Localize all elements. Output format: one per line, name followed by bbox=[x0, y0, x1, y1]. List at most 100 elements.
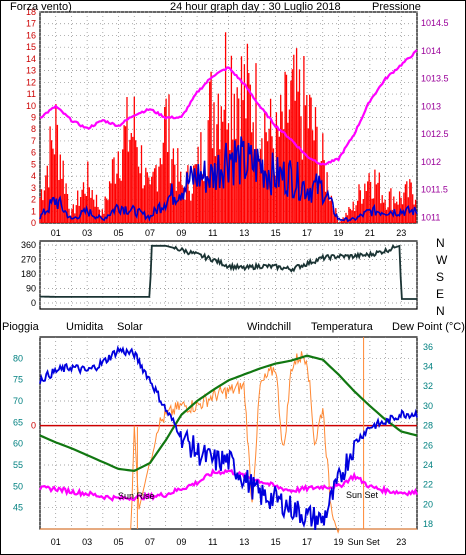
sunrise-label: Sun Rise bbox=[118, 491, 155, 501]
y-tick-left: 12 bbox=[26, 77, 36, 87]
pressure-series bbox=[39, 49, 418, 166]
chart-title: 24 hour graph day : 30 Luglio 2018 bbox=[170, 1, 341, 13]
x-tick-top: 19 bbox=[333, 228, 343, 238]
windchill-legend: Windchill bbox=[247, 321, 291, 333]
y-tick-temperature: 28 bbox=[423, 421, 433, 431]
top-right-axis: 1011 1011.5 1012 1012.5 1013 1013.5 1014 1014.5 bbox=[421, 18, 449, 222]
x-tick-bottom: 05 bbox=[114, 537, 124, 547]
dewpoint-legend: Dew Point (°C) bbox=[392, 321, 465, 333]
rain-zero-label: 0 bbox=[31, 421, 36, 431]
x-tick-top: 03 bbox=[82, 228, 92, 238]
y-tick-left: 9 bbox=[31, 113, 36, 123]
y-tick-temperature: 20 bbox=[423, 499, 433, 509]
x-tick-top: 09 bbox=[176, 228, 186, 238]
y-tick-right: 1012 bbox=[421, 157, 441, 167]
solar-series bbox=[40, 351, 417, 534]
y-tick-temperature: 36 bbox=[423, 342, 433, 352]
x-tick-sunset: Sun Set bbox=[348, 537, 381, 547]
y-tick-direction: 360 bbox=[21, 240, 36, 250]
y-tick-right: 1013 bbox=[421, 101, 441, 111]
y-tick-left: 0 bbox=[31, 218, 36, 228]
compass-e: E bbox=[436, 287, 444, 301]
y-tick-left: 17 bbox=[26, 19, 36, 29]
compass-w: W bbox=[436, 253, 448, 267]
y-tick-left: 18 bbox=[26, 7, 36, 17]
x-tick-bottom: 09 bbox=[176, 537, 186, 547]
wind-direction-panel: 0 90 180 270 360 N W S E N bbox=[21, 236, 448, 318]
compass-n-bottom: N bbox=[436, 304, 445, 318]
y-tick-direction: 90 bbox=[26, 284, 36, 294]
x-tick-top: 23 bbox=[396, 228, 406, 238]
top-x-axis: 01 03 05 07 09 11 13 15 17 19 21 23 bbox=[51, 228, 407, 238]
x-tick-top: 13 bbox=[239, 228, 249, 238]
x-tick-top: 11 bbox=[208, 228, 217, 238]
y-tick-right: 1011.5 bbox=[421, 185, 448, 195]
x-tick-top: 15 bbox=[271, 228, 281, 238]
y-tick-left: 16 bbox=[26, 30, 36, 40]
y-tick-left: 2 bbox=[31, 195, 36, 205]
compass-labels: N W S E N bbox=[436, 236, 448, 318]
bottom-right-axis: 18 20 22 24 26 28 30 32 34 36 bbox=[423, 342, 433, 529]
y-tick-left: 7 bbox=[31, 136, 36, 146]
y-tick-humidity: 60 bbox=[13, 439, 23, 449]
y-tick-direction: 180 bbox=[21, 269, 36, 279]
y-tick-humidity: 80 bbox=[13, 353, 23, 363]
compass-s: S bbox=[436, 270, 444, 284]
y-tick-right: 1014 bbox=[421, 46, 441, 56]
x-tick-top: 05 bbox=[114, 228, 124, 238]
y-tick-humidity: 50 bbox=[13, 481, 23, 491]
y-tick-left: 5 bbox=[31, 159, 36, 169]
x-tick-top: 17 bbox=[302, 228, 312, 238]
y-tick-humidity: 45 bbox=[13, 503, 23, 513]
y-tick-right: 1014.5 bbox=[421, 18, 449, 28]
x-tick-top: 01 bbox=[51, 228, 61, 238]
humidity-legend: Umidita bbox=[66, 321, 104, 333]
y-tick-left: 8 bbox=[31, 124, 36, 134]
rain-legend: Pioggia bbox=[2, 321, 40, 333]
y-tick-temperature: 24 bbox=[423, 460, 433, 470]
wind-series bbox=[39, 136, 418, 223]
y-tick-right: 1011 bbox=[421, 212, 440, 222]
y-tick-humidity: 55 bbox=[13, 460, 23, 470]
bottom-series bbox=[39, 337, 419, 534]
humidity-series bbox=[39, 345, 418, 530]
y-tick-left: 6 bbox=[31, 148, 36, 158]
wind-legend: Forza vento) bbox=[10, 1, 72, 13]
x-tick-bottom: 03 bbox=[82, 537, 92, 547]
y-tick-left: 1 bbox=[31, 206, 36, 216]
y-tick-temperature: 22 bbox=[423, 480, 433, 490]
x-tick-top: 21 bbox=[365, 228, 375, 238]
temperature-series bbox=[39, 354, 418, 473]
x-tick-bottom: 15 bbox=[271, 537, 281, 547]
y-tick-right: 1013.5 bbox=[421, 74, 449, 84]
y-tick-temperature: 32 bbox=[423, 381, 433, 391]
y-tick-left: 14 bbox=[26, 54, 36, 64]
x-tick-bottom: 01 bbox=[51, 537, 61, 547]
top-series bbox=[39, 32, 418, 223]
bottom-x-axis: 01 03 05 07 09 11 13 15 17 19 23 Sun Set bbox=[51, 537, 407, 547]
direction-series bbox=[40, 244, 417, 300]
y-tick-humidity: 65 bbox=[13, 417, 23, 427]
x-tick-bottom: 13 bbox=[239, 537, 249, 547]
temperature-humidity-panel: Pioggia Umidita Solar Windchill Temperat… bbox=[2, 321, 465, 547]
y-tick-humidity: 70 bbox=[13, 396, 23, 406]
x-tick-bottom: 19 bbox=[333, 537, 343, 547]
x-tick-bottom: 23 bbox=[396, 537, 406, 547]
mid-left-axis: 0 90 180 270 360 bbox=[21, 240, 36, 308]
sunset-label: Sun Set bbox=[346, 490, 379, 500]
pressure-legend: Pressione bbox=[372, 1, 421, 13]
compass-n-top: N bbox=[436, 236, 445, 250]
y-tick-left: 11 bbox=[27, 89, 36, 99]
x-tick-bottom: 07 bbox=[145, 537, 155, 547]
x-tick-bottom: 17 bbox=[302, 537, 312, 547]
y-tick-temperature: 30 bbox=[423, 401, 433, 411]
x-tick-bottom: 11 bbox=[208, 537, 217, 547]
bottom-left-axis: 45 50 55 60 65 70 75 80 0 bbox=[13, 353, 36, 512]
y-tick-right: 1012.5 bbox=[421, 129, 449, 139]
dewpoint-series bbox=[39, 468, 419, 502]
y-tick-temperature: 18 bbox=[423, 519, 433, 529]
mid-series bbox=[40, 244, 417, 300]
